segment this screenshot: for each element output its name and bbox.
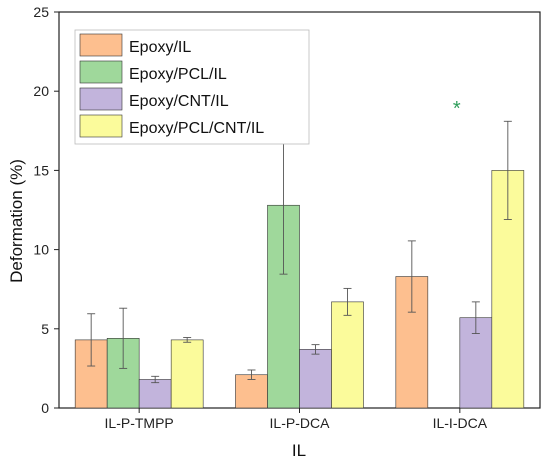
y-tick-label: 0 bbox=[41, 400, 49, 416]
y-tick-label: 5 bbox=[41, 321, 49, 337]
bar bbox=[299, 349, 332, 409]
legend-label: Epoxy/PCL/IL bbox=[129, 66, 227, 83]
bar bbox=[331, 301, 364, 409]
x-tick-label: IL-I-DCA bbox=[433, 415, 488, 431]
bars bbox=[74, 170, 525, 409]
bar bbox=[138, 379, 172, 409]
y-tick-label: 25 bbox=[33, 4, 49, 20]
annotations: * bbox=[453, 98, 461, 120]
x-tick-label: IL-P-DCA bbox=[270, 415, 331, 431]
legend-swatch bbox=[79, 114, 123, 138]
legend-label: Epoxy/PCL/CNT/IL bbox=[129, 120, 264, 137]
x-axis-title: IL bbox=[292, 441, 306, 460]
error-bars bbox=[87, 120, 512, 384]
legend-swatch bbox=[79, 33, 123, 57]
axis-ticks: 0 5 10 15 20 25 IL-P-TMPP IL-P-DCA IL-I-DCA bbox=[33, 4, 487, 431]
legend: Epoxy/IL Epoxy/PCL/IL Epoxy/CNT/IL Epoxy/PC… bbox=[74, 29, 310, 145]
bar bbox=[170, 339, 204, 409]
legend-label: Epoxy/CNT/IL bbox=[129, 93, 229, 110]
bar bbox=[395, 276, 429, 409]
y-tick-label: 20 bbox=[33, 83, 49, 99]
y-axis-title: Deformation (%) bbox=[7, 159, 26, 283]
legend-swatch bbox=[79, 87, 123, 111]
x-tick-label: IL-P-TMPP bbox=[105, 415, 174, 431]
legend-label: Epoxy/IL bbox=[129, 39, 191, 56]
legend-swatch bbox=[79, 60, 123, 84]
y-tick-label: 10 bbox=[33, 242, 49, 258]
significance-marker: * bbox=[453, 98, 461, 120]
y-tick-label: 15 bbox=[33, 162, 49, 178]
